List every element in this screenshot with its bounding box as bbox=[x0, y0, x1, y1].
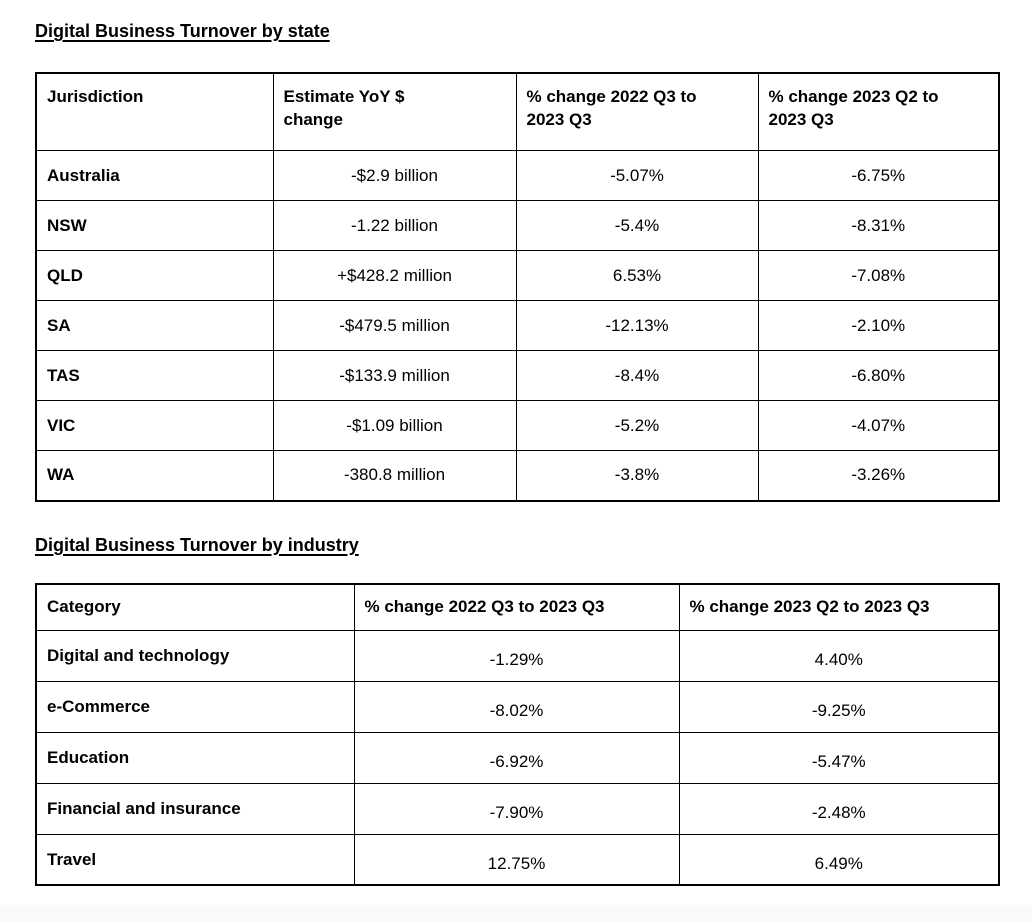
cell-estimate: -$2.9 billion bbox=[272, 150, 517, 202]
table-row: QLD +$428.2 million 6.53% -7.08% bbox=[35, 250, 1000, 302]
table-row: VIC -$1.09 billion -5.2% -4.07% bbox=[35, 400, 1000, 452]
cell-pct-qoq: 4.40% bbox=[678, 629, 1000, 682]
cell-pct-yoy: -8.4% bbox=[515, 350, 759, 402]
cell-pct-yoy: -7.90% bbox=[353, 782, 680, 835]
cell-pct-qoq: -2.48% bbox=[678, 782, 1000, 835]
table-row: Travel 12.75% 6.49% bbox=[35, 833, 1000, 886]
cell-estimate: -$479.5 million bbox=[272, 300, 517, 352]
row-label: Digital and technology bbox=[35, 629, 355, 682]
cell-pct-qoq: 6.49% bbox=[678, 833, 1000, 886]
table-row: Digital and technology -1.29% 4.40% bbox=[35, 629, 1000, 682]
table-row: Australia -$2.9 billion -5.07% -6.75% bbox=[35, 150, 1000, 202]
column-header-estimate-yoy: Estimate YoY $ change bbox=[272, 72, 517, 152]
cell-estimate: -1.22 billion bbox=[272, 200, 517, 252]
column-header-pct-2023q2: % change 2023 Q2 to 2023 Q3 bbox=[757, 72, 1000, 152]
cell-pct-yoy: -5.2% bbox=[515, 400, 759, 452]
cell-pct-yoy: -12.13% bbox=[515, 300, 759, 352]
row-label: e-Commerce bbox=[35, 680, 355, 733]
state-table-title: Digital Business Turnover by state bbox=[35, 21, 330, 41]
cell-pct-qoq: -7.08% bbox=[757, 250, 1000, 302]
cell-pct-yoy: -3.8% bbox=[515, 450, 759, 502]
industry-turnover-table: Category % change 2022 Q3 to 2023 Q3 % c… bbox=[35, 583, 1000, 887]
row-label: QLD bbox=[35, 250, 274, 302]
cell-pct-yoy: -6.92% bbox=[353, 731, 680, 784]
row-label: Education bbox=[35, 731, 355, 784]
row-label: TAS bbox=[35, 350, 274, 402]
cell-estimate: -380.8 million bbox=[272, 450, 517, 502]
row-label: Australia bbox=[35, 150, 274, 202]
cell-pct-qoq: -6.75% bbox=[757, 150, 1000, 202]
row-label: Financial and insurance bbox=[35, 782, 355, 835]
cell-pct-yoy: 6.53% bbox=[515, 250, 759, 302]
table-row: Education -6.92% -5.47% bbox=[35, 731, 1000, 784]
table-row: WA -380.8 million -3.8% -3.26% bbox=[35, 450, 1000, 502]
cell-pct-yoy: -5.4% bbox=[515, 200, 759, 252]
cell-estimate: +$428.2 million bbox=[272, 250, 517, 302]
row-label: SA bbox=[35, 300, 274, 352]
table-header-row: Jurisdiction Estimate YoY $ change % cha… bbox=[35, 72, 1000, 152]
column-header-category: Category bbox=[35, 583, 355, 631]
cell-pct-qoq: -4.07% bbox=[757, 400, 1000, 452]
cell-pct-qoq: -3.26% bbox=[757, 450, 1000, 502]
table-row: NSW -1.22 billion -5.4% -8.31% bbox=[35, 200, 1000, 252]
table-row: TAS -$133.9 million -8.4% -6.80% bbox=[35, 350, 1000, 402]
cell-pct-yoy: -5.07% bbox=[515, 150, 759, 202]
industry-table-title: Digital Business Turnover by industry bbox=[35, 534, 359, 555]
row-label: Travel bbox=[35, 833, 355, 886]
cell-pct-qoq: -2.10% bbox=[757, 300, 1000, 352]
row-label: NSW bbox=[35, 200, 274, 252]
column-header-pct-2022q3: % change 2022 Q3 to 2023 Q3 bbox=[353, 583, 680, 631]
cell-pct-yoy: -1.29% bbox=[353, 629, 680, 682]
column-header-jurisdiction: Jurisdiction bbox=[35, 72, 274, 152]
cell-pct-yoy: -8.02% bbox=[353, 680, 680, 733]
column-header-pct-2023q2: % change 2023 Q2 to 2023 Q3 bbox=[678, 583, 1000, 631]
cell-estimate: -$1.09 billion bbox=[272, 400, 517, 452]
page-bottom-strip bbox=[0, 905, 1032, 922]
cell-pct-qoq: -9.25% bbox=[678, 680, 1000, 733]
table-header-row: Category % change 2022 Q3 to 2023 Q3 % c… bbox=[35, 583, 1000, 631]
cell-pct-qoq: -5.47% bbox=[678, 731, 1000, 784]
row-label: VIC bbox=[35, 400, 274, 452]
table-row: Financial and insurance -7.90% -2.48% bbox=[35, 782, 1000, 835]
column-header-pct-2022q3: % change 2022 Q3 to 2023 Q3 bbox=[515, 72, 759, 152]
cell-pct-qoq: -6.80% bbox=[757, 350, 1000, 402]
state-turnover-table: Jurisdiction Estimate YoY $ change % cha… bbox=[35, 71, 1000, 502]
document-content: Digital Business Turnover by state Juris… bbox=[35, 21, 1000, 887]
cell-pct-yoy: 12.75% bbox=[353, 833, 680, 886]
table-row: SA -$479.5 million -12.13% -2.10% bbox=[35, 300, 1000, 352]
row-label: WA bbox=[35, 450, 274, 502]
cell-pct-qoq: -8.31% bbox=[757, 200, 1000, 252]
cell-estimate: -$133.9 million bbox=[272, 350, 517, 402]
table-row: e-Commerce -8.02% -9.25% bbox=[35, 680, 1000, 733]
